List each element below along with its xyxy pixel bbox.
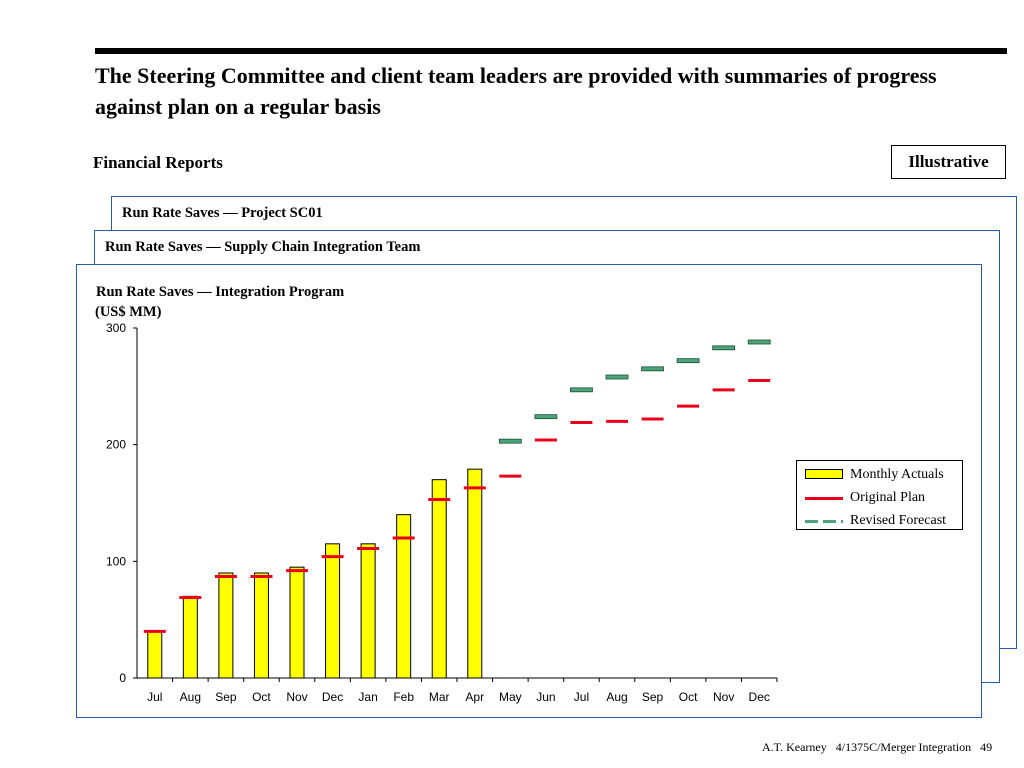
y-tick-label: 100 (106, 554, 126, 568)
section-label: Financial Reports (93, 153, 223, 172)
x-tick-label: Mar (429, 690, 450, 704)
x-tick-label: Jul (147, 690, 162, 704)
bar-monthly-actual (431, 479, 447, 679)
x-tick-label: Jul (574, 690, 589, 704)
legend-label-plan: Original Plan (850, 490, 926, 505)
card-title-supply-chain: Run Rate Saves — Supply Chain Integratio… (105, 239, 421, 255)
legend-item-plan: Original Plan (797, 488, 962, 508)
page-footer: A.T. Kearney 4/1375C/Merger Integration … (762, 740, 998, 755)
x-tick-label: Aug (180, 690, 201, 704)
bar-monthly-actual (253, 572, 269, 679)
forecast-marker (498, 438, 522, 444)
legend-label-forecast: Revised Forecast (850, 513, 947, 528)
card-title-project: Run Rate Saves — Project SC01 (122, 205, 323, 221)
x-tick-label: Nov (713, 690, 734, 704)
x-tick-label: Dec (322, 690, 343, 704)
legend-item-forecast: Revised Forecast (797, 511, 962, 531)
y-tick-label: 200 (106, 438, 126, 452)
x-tick-label: Oct (679, 690, 698, 704)
y-tick-label: 300 (106, 321, 126, 335)
footer-company: A.T. Kearney (762, 740, 827, 754)
bar-monthly-actual (147, 630, 163, 679)
legend-item-actuals: Monthly Actuals (797, 465, 962, 485)
bar-monthly-actual (289, 566, 305, 679)
forecast-marker (570, 387, 593, 393)
x-tick-label: Jun (536, 690, 555, 704)
bar-monthly-actual (218, 572, 234, 679)
bar-monthly-actual (396, 514, 412, 679)
chart-legend: Monthly Actuals Original Plan Revised Fo… (796, 460, 963, 530)
x-tick-label: Sep (642, 690, 664, 704)
forecast-marker (747, 339, 771, 345)
page-title: The Steering Committee and client team l… (95, 63, 937, 119)
x-tick-label: Dec (749, 690, 770, 704)
forecast-marker (534, 414, 558, 420)
forecast-marker (676, 358, 700, 364)
x-tick-label: Oct (252, 690, 271, 704)
legend-swatch-actuals (805, 469, 843, 479)
y-tick-label: 0 (119, 671, 126, 685)
x-tick-label: Aug (606, 690, 627, 704)
chart-title: Run Rate Saves — Integration Program (96, 284, 345, 300)
bar-monthly-actual (325, 543, 341, 679)
bar-monthly-actual (467, 468, 483, 679)
bar-monthly-actual (360, 543, 376, 679)
legend-swatch-forecast (805, 520, 843, 523)
illustrative-badge: Illustrative (891, 145, 1006, 179)
forecast-marker (605, 374, 629, 380)
forecast-marker (641, 366, 664, 372)
x-tick-label: Jan (358, 690, 377, 704)
x-tick-label: Nov (286, 690, 307, 704)
footer-page-number: 49 (980, 740, 993, 754)
chart-y-units: (US$ MM) (95, 304, 162, 320)
legend-swatch-plan (805, 497, 843, 500)
top-rule (95, 48, 1007, 54)
x-tick-label: May (499, 690, 522, 704)
bar-monthly-actual (182, 595, 198, 679)
x-tick-label: Sep (215, 690, 237, 704)
forecast-marker (712, 345, 736, 351)
legend-label-actuals: Monthly Actuals (850, 467, 944, 482)
x-tick-label: Feb (393, 690, 414, 704)
footer-doc-code: 4/1375C/Merger Integration (835, 740, 972, 754)
x-tick-label: Apr (465, 690, 484, 704)
